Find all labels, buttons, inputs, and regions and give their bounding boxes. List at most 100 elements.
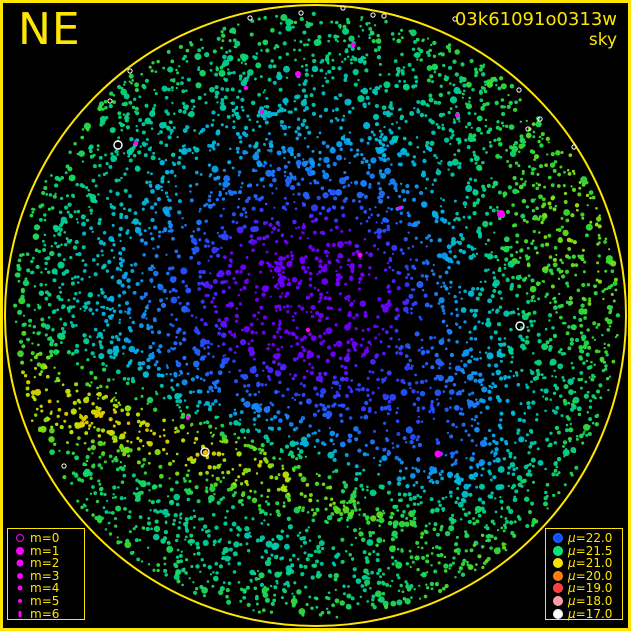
star-point	[118, 115, 122, 120]
star-point	[238, 418, 242, 421]
star-point	[400, 148, 408, 156]
star-point	[397, 152, 402, 157]
star-point	[106, 348, 113, 355]
star-point	[457, 139, 462, 144]
star-point	[168, 513, 171, 516]
star-point	[111, 496, 115, 500]
star-point	[132, 218, 139, 225]
star-point	[255, 373, 259, 378]
star-point	[360, 16, 364, 19]
star-point	[237, 190, 243, 195]
star-point	[524, 180, 527, 183]
star-point	[517, 417, 522, 422]
star-point	[109, 340, 114, 345]
star-point	[212, 202, 216, 207]
star-point	[222, 581, 226, 584]
star-point	[154, 70, 158, 74]
star-point	[343, 355, 351, 363]
star-point	[162, 123, 167, 128]
star-point	[524, 439, 528, 442]
star-point	[170, 59, 175, 64]
star-point	[429, 466, 435, 472]
star-point	[169, 132, 173, 135]
star-point	[363, 348, 370, 354]
star-point	[227, 68, 230, 71]
star-point	[526, 326, 529, 329]
star-point	[61, 306, 65, 310]
star-point	[448, 49, 452, 53]
star-point	[123, 188, 128, 193]
star-point	[604, 367, 608, 371]
star-point	[512, 188, 518, 195]
star-point	[498, 484, 505, 490]
star-point	[430, 564, 433, 567]
star-point	[153, 525, 161, 533]
star-point	[377, 297, 382, 302]
star-point	[210, 442, 214, 445]
star-point	[234, 319, 239, 323]
star-point	[327, 260, 332, 265]
star-point	[266, 437, 270, 440]
star-point	[221, 289, 226, 294]
star-point	[384, 167, 391, 175]
star-point	[186, 372, 190, 376]
star-point	[505, 209, 510, 214]
star-point	[49, 338, 55, 344]
star-point	[467, 111, 471, 115]
star-point	[294, 207, 298, 211]
star-point	[186, 432, 189, 435]
star-point	[381, 581, 386, 586]
star-point	[472, 521, 477, 526]
star-point	[286, 310, 290, 314]
star-point	[525, 433, 529, 437]
star-point	[292, 193, 295, 196]
star-point	[300, 231, 304, 234]
star-point	[416, 502, 420, 506]
star-point	[272, 177, 277, 183]
star-point	[557, 491, 561, 495]
star-point	[614, 335, 618, 339]
star-point	[515, 466, 519, 470]
star-point	[310, 304, 316, 311]
star-point	[46, 355, 50, 360]
star-point	[420, 273, 425, 278]
star-point	[260, 555, 264, 559]
star-point	[109, 202, 112, 206]
star-point	[509, 327, 513, 332]
star-point	[352, 574, 357, 579]
star-point	[385, 582, 390, 587]
star-point	[502, 523, 507, 528]
star-point	[496, 258, 500, 262]
star-point	[230, 87, 235, 92]
star-point	[359, 205, 364, 210]
star-point	[272, 598, 277, 603]
star-point	[298, 401, 303, 405]
star-point	[80, 214, 86, 220]
star-point	[156, 366, 161, 371]
star-point	[162, 396, 166, 400]
star-point	[292, 219, 297, 225]
star-point	[462, 215, 466, 219]
star-point	[421, 349, 426, 355]
star-point	[503, 236, 510, 243]
star-point	[219, 440, 222, 443]
star-point	[510, 360, 514, 364]
star-point	[173, 341, 178, 346]
star-point	[237, 561, 242, 566]
star-point	[209, 370, 214, 375]
star-point	[220, 246, 223, 250]
star-point	[196, 367, 200, 371]
star-point	[229, 27, 237, 34]
star-point	[339, 500, 344, 504]
star-point	[333, 196, 338, 201]
star-point	[226, 114, 231, 119]
star-point	[250, 580, 253, 583]
star-point	[114, 391, 118, 395]
star-point	[473, 371, 478, 376]
star-point	[16, 309, 23, 315]
star-point	[56, 294, 61, 300]
star-point	[284, 177, 292, 185]
star-point	[465, 457, 468, 460]
star-point	[594, 349, 599, 354]
star-point	[389, 324, 393, 329]
